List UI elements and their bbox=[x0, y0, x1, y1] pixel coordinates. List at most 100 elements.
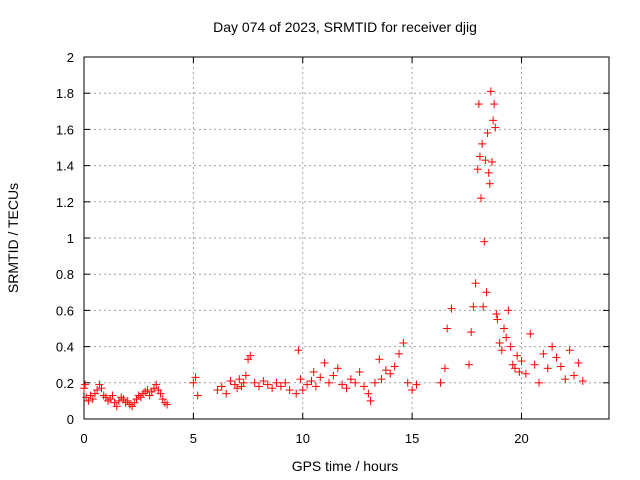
data-point bbox=[506, 342, 515, 351]
data-point bbox=[121, 398, 130, 407]
y-tick-label: 0.4 bbox=[56, 340, 74, 355]
data-point bbox=[493, 315, 502, 324]
data-point bbox=[395, 349, 403, 358]
data-point bbox=[479, 302, 488, 311]
data-point bbox=[346, 375, 355, 384]
y-axis-label: SRMTID / TECUs bbox=[5, 183, 21, 293]
data-point bbox=[485, 179, 494, 188]
data-point bbox=[364, 389, 373, 398]
data-point bbox=[285, 386, 294, 395]
data-point bbox=[298, 386, 307, 395]
data-point bbox=[292, 389, 301, 398]
data-point bbox=[152, 380, 161, 389]
data-point bbox=[263, 380, 272, 389]
data-point bbox=[471, 279, 480, 288]
data-point bbox=[474, 100, 483, 109]
data-point bbox=[134, 391, 143, 400]
data-point bbox=[125, 400, 134, 409]
y-tick-label: 1 bbox=[67, 231, 74, 246]
data-point bbox=[535, 378, 543, 387]
data-point bbox=[443, 324, 452, 333]
data-point bbox=[530, 360, 539, 369]
data-point bbox=[101, 393, 110, 402]
data-point bbox=[128, 402, 137, 411]
data-point bbox=[156, 389, 165, 398]
y-tick-label: 1.2 bbox=[56, 195, 74, 210]
data-point bbox=[132, 395, 141, 404]
y-tick-label: 0 bbox=[67, 412, 74, 427]
data-point bbox=[403, 378, 412, 387]
data-point bbox=[281, 378, 290, 387]
data-point bbox=[276, 382, 285, 391]
data-point bbox=[158, 395, 167, 404]
data-point bbox=[381, 366, 390, 375]
data-point bbox=[504, 306, 513, 315]
data-point bbox=[515, 367, 524, 376]
data-point bbox=[90, 389, 99, 398]
data-point bbox=[492, 310, 501, 319]
data-point bbox=[123, 396, 132, 405]
data-point bbox=[294, 346, 303, 355]
data-point bbox=[95, 380, 104, 389]
data-point bbox=[517, 357, 526, 366]
data-point bbox=[447, 304, 456, 313]
data-point bbox=[136, 393, 145, 402]
data-point bbox=[508, 360, 517, 369]
data-point bbox=[139, 389, 148, 398]
data-point bbox=[110, 398, 119, 407]
data-point bbox=[502, 333, 511, 342]
data-point bbox=[108, 391, 117, 400]
data-point bbox=[412, 380, 421, 389]
data-point bbox=[440, 364, 449, 373]
data-point bbox=[88, 395, 97, 404]
data-point bbox=[104, 396, 113, 405]
data-point bbox=[342, 384, 351, 393]
data-point bbox=[81, 380, 90, 389]
data-point bbox=[478, 139, 487, 148]
y-tick-label: 1.6 bbox=[56, 122, 74, 137]
x-tick-label: 20 bbox=[514, 431, 528, 446]
data-point bbox=[154, 386, 163, 395]
data-point bbox=[489, 116, 498, 125]
data-point bbox=[217, 382, 226, 391]
data-point bbox=[375, 355, 384, 364]
y-tick-label: 0.6 bbox=[56, 303, 74, 318]
data-point bbox=[482, 288, 491, 297]
data-point bbox=[473, 165, 482, 174]
data-point bbox=[99, 391, 108, 400]
data-point bbox=[366, 396, 375, 405]
data-point bbox=[477, 194, 486, 203]
data-point bbox=[147, 387, 156, 396]
data-point bbox=[115, 396, 123, 405]
data-point bbox=[497, 346, 506, 355]
data-point bbox=[130, 398, 139, 407]
y-tick-label: 2 bbox=[67, 50, 74, 65]
data-point bbox=[307, 376, 316, 385]
data-point bbox=[106, 395, 115, 404]
data-point bbox=[246, 351, 255, 360]
data-point bbox=[329, 371, 338, 380]
data-point bbox=[467, 328, 476, 337]
data-point bbox=[309, 367, 318, 376]
data-point bbox=[237, 382, 246, 391]
data-point bbox=[86, 391, 95, 400]
data-point bbox=[390, 362, 399, 371]
data-point bbox=[268, 384, 277, 393]
data-point bbox=[80, 384, 88, 393]
data-point bbox=[119, 395, 128, 404]
data-points bbox=[80, 87, 587, 411]
x-tick-label: 10 bbox=[296, 431, 310, 446]
data-point bbox=[316, 373, 325, 382]
data-point bbox=[548, 342, 557, 351]
data-point bbox=[84, 396, 93, 405]
data-point bbox=[233, 384, 242, 393]
data-point bbox=[213, 386, 222, 395]
x-axis-label: GPS time / hours bbox=[292, 458, 399, 474]
data-point bbox=[112, 402, 121, 411]
data-point bbox=[377, 375, 386, 384]
data-point bbox=[82, 393, 91, 402]
data-point bbox=[484, 168, 493, 177]
data-point bbox=[399, 338, 408, 347]
x-tick-label: 5 bbox=[190, 431, 197, 446]
